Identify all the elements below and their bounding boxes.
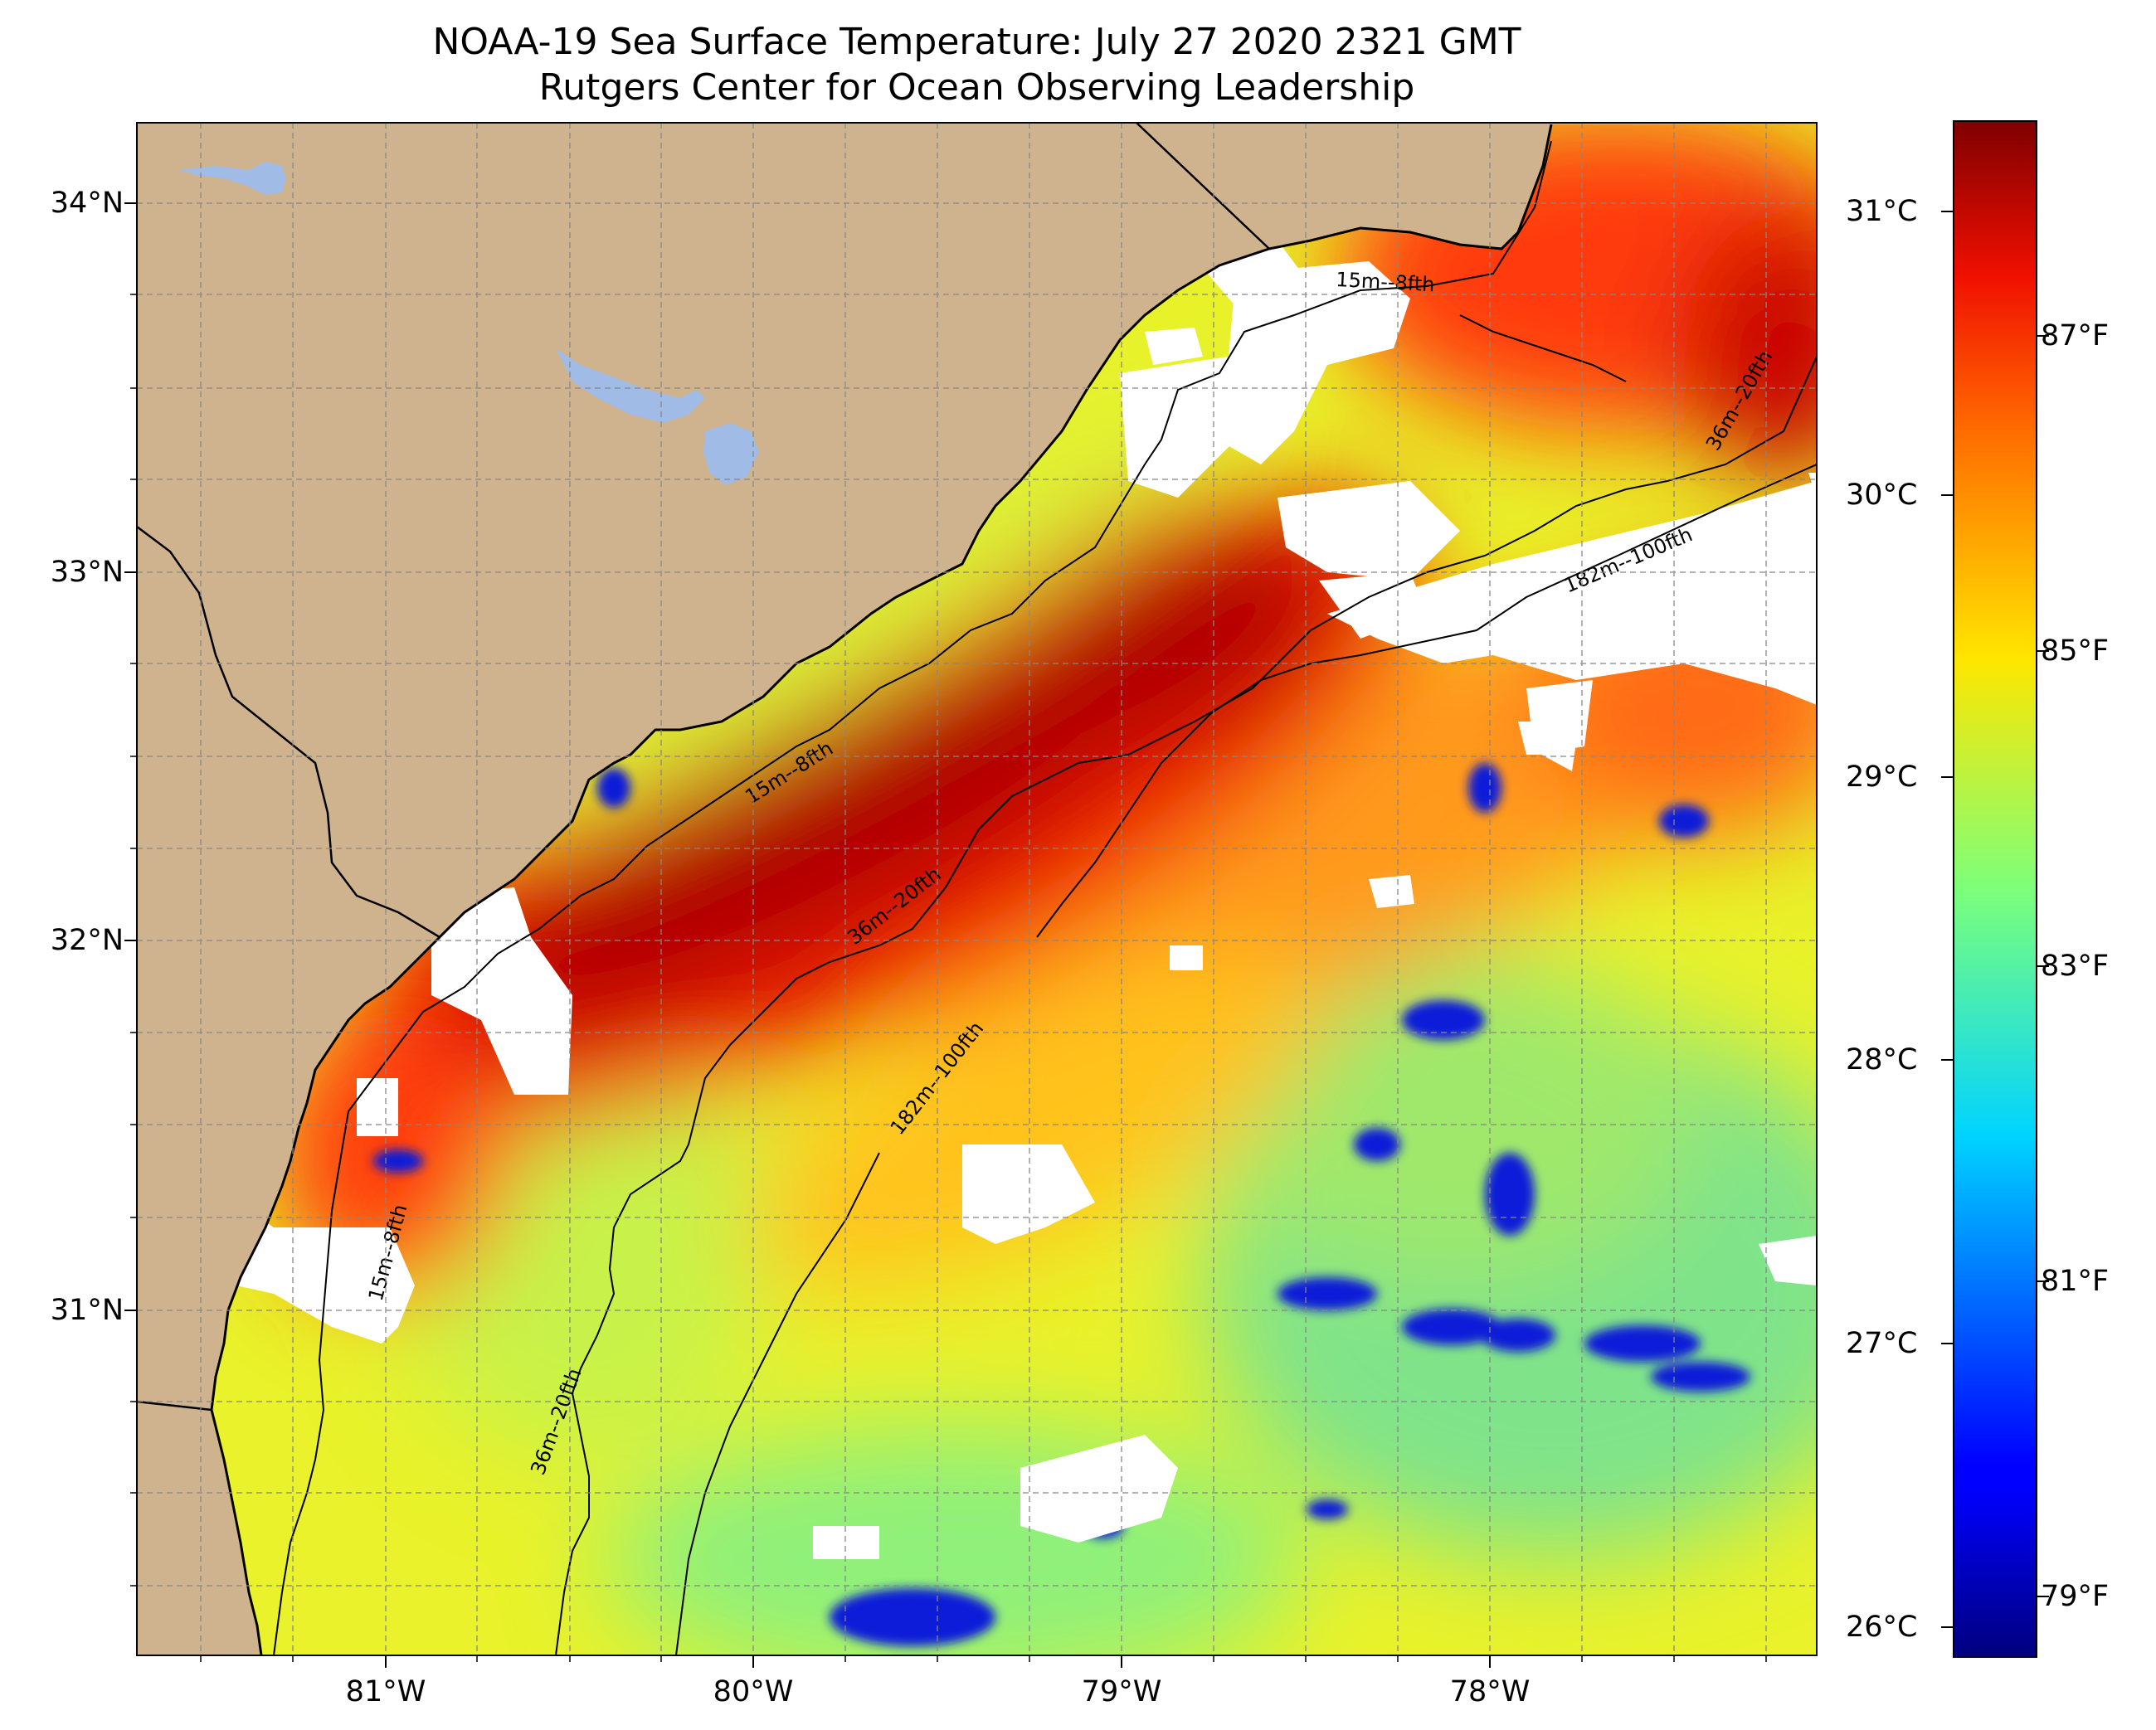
colorbar-fahrenheit-label: 85°F [2041,634,2110,668]
land-area [137,123,1817,1655]
gridlines [137,123,1817,1655]
bathymetry-contours [273,140,1817,1655]
colorbar-celsius-label: 31°C [1846,195,1918,228]
colorbar-ticks [1941,211,2049,1628]
contour-label: 15m--8fth [1336,268,1435,296]
lakes [178,162,759,485]
map-panel: 15m--8fth 36m--20fth 182m--100fth 15m--8… [137,123,1817,1655]
minor-ticks [130,294,1767,1662]
colorbar-fahrenheit-label: 83°F [2041,950,2110,983]
lon-label: 80°W [713,1675,794,1708]
colorbar-fahrenheit-label: 87°F [2041,319,2110,352]
colorbar-celsius-label: 29°C [1846,761,1918,794]
coastline [210,124,1553,1655]
colorbar-celsius-label: 27°C [1846,1327,1918,1360]
colorbar-fahrenheit-label: 81°F [2041,1265,2110,1298]
lat-label: 33°N [50,556,124,589]
colorbar-fahrenheit-label: 79°F [2041,1580,2110,1613]
figure-subtitle: Rutgers Center for Ocean Observing Leade… [538,66,1415,109]
colorbar-celsius-label: 30°C [1846,479,1918,512]
figure-title: NOAA-19 Sea Surface Temperature: July 27… [432,21,1521,63]
cloud-mask [137,241,1817,1559]
state-borders [137,123,1270,1412]
lat-label: 31°N [50,1294,124,1327]
lat-label: 32°N [50,924,124,957]
colorbar [1953,120,2037,1658]
axis-ticks [124,202,1491,1668]
lat-label: 34°N [50,187,124,220]
lon-label: 81°W [345,1675,426,1708]
map-frame [136,122,1818,1656]
colorbar-celsius-label: 26°C [1846,1611,1918,1644]
lon-label: 78°W [1449,1675,1531,1708]
colorbar-celsius-label: 28°C [1846,1043,1918,1076]
lon-label: 79°W [1081,1675,1162,1708]
